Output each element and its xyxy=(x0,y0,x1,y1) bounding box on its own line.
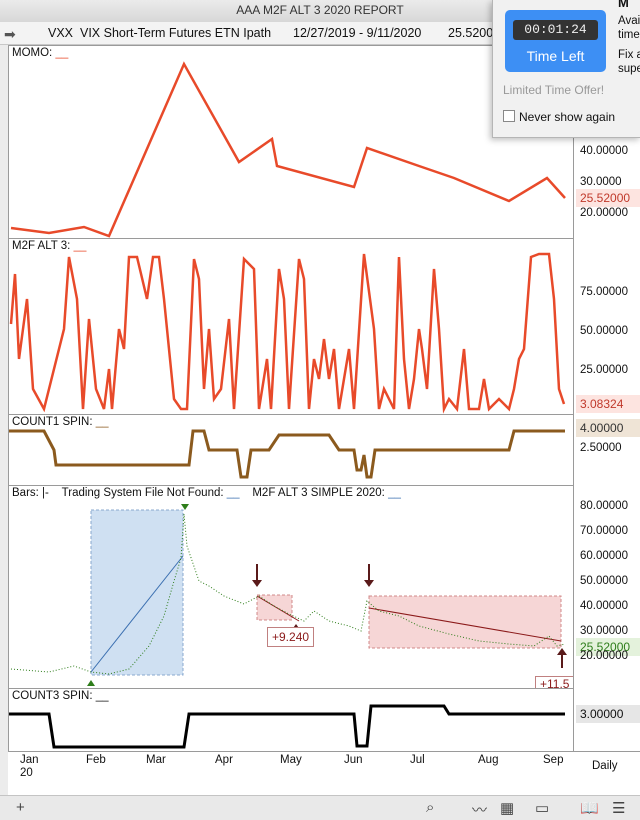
last-price: 25.5200 xyxy=(448,26,494,40)
date-range: 12/27/2019 - 9/11/2020 xyxy=(293,26,422,40)
count1-scale: 4.00000 2.50000 xyxy=(573,414,640,485)
sell-arrow-2-head xyxy=(364,580,374,587)
bars-tick: 70.00000 xyxy=(580,525,628,537)
momo-chart xyxy=(10,61,566,238)
symbol-ticker: VXX xyxy=(48,26,74,40)
m2f-scale: 75.00000 50.00000 25.00000 3.08324 xyxy=(573,238,640,414)
trade-box-blue xyxy=(90,509,184,676)
search-icon[interactable]: ⌕ xyxy=(426,799,435,816)
sell-arrow-1-head xyxy=(252,580,262,587)
bars-tick: 40.00000 xyxy=(580,600,628,612)
bars-tick: 20.00000 xyxy=(580,650,628,662)
count1-tick: 2.50000 xyxy=(580,442,622,454)
bars-tick: 30.00000 xyxy=(580,625,628,637)
bars-scale: 80.00000 70.00000 60.00000 50.00000 40.0… xyxy=(573,485,640,688)
side-line: time xyxy=(618,29,640,41)
checkbox-icon[interactable] xyxy=(503,110,515,122)
momo-tick: 20.00000 xyxy=(580,207,628,219)
momo-tick: 30.0000 xyxy=(580,176,622,188)
count3-pane[interactable]: COUNT3 SPIN: __ xyxy=(8,688,574,752)
bars-title: Bars: |- Trading System File Not Found: … xyxy=(12,487,401,499)
month-label: Jul xyxy=(410,754,425,766)
popup-side-title: M xyxy=(618,0,629,10)
momo-title: MOMO: __ xyxy=(12,47,69,59)
period-selector[interactable]: Daily xyxy=(592,760,618,772)
bars-chart xyxy=(10,504,567,686)
year-label: 20 xyxy=(20,767,33,779)
time-axis: Jan 20 Feb Mar Apr May Jun Jul Aug Sep D… xyxy=(8,751,640,795)
book-icon[interactable]: 📖 xyxy=(580,800,599,817)
trade-profit-label: +11.5 xyxy=(535,676,573,688)
month-label: Sep xyxy=(543,754,564,766)
momo-pane[interactable]: MOMO: __ xyxy=(8,45,574,239)
trade-profit-label: +9.240 xyxy=(267,627,315,647)
symbol-info-bar: ➡ VXX VIX Short-Term Futures ETN Ipath 1… xyxy=(0,22,640,45)
m2f-value-badge: 3.08324 xyxy=(576,395,640,413)
window-title: AAA M2F ALT 3 2020 REPORT xyxy=(236,3,404,17)
count3-chart xyxy=(9,704,565,749)
never-show-checkbox[interactable]: Never show again xyxy=(503,110,615,124)
month-label: Jun xyxy=(344,754,363,766)
month-label: Apr xyxy=(215,754,233,766)
month-label: Feb xyxy=(86,754,106,766)
limited-offer-text: Limited Time Offer! xyxy=(503,83,605,97)
month-label: Mar xyxy=(146,754,166,766)
month-label: Jan xyxy=(20,754,39,766)
trade-line-3 xyxy=(368,607,562,642)
side-line: Fix a xyxy=(618,49,640,61)
month-label: May xyxy=(280,754,302,766)
time-left-label: Time Left xyxy=(526,48,585,64)
m2f-title: M2F ALT 3: __ xyxy=(12,240,87,252)
bars-value-badge: 25.52000 xyxy=(576,638,640,656)
m2f-series-line xyxy=(9,252,566,414)
count1-series-line xyxy=(9,429,565,479)
count3-title: COUNT3 SPIN: __ xyxy=(12,690,109,702)
time-left-button[interactable]: 00:01:24 Time Left xyxy=(505,10,606,72)
add-icon[interactable]: + xyxy=(16,799,25,816)
count1-value-badge: 4.00000 xyxy=(576,419,640,437)
count1-title: COUNT1 SPIN: __ xyxy=(12,416,109,428)
side-line: Avai xyxy=(618,15,640,27)
checkbox-label: Never show again xyxy=(519,110,616,124)
chart-line-icon[interactable]: 〰 xyxy=(472,802,488,819)
m2f-pane[interactable]: M2F ALT 3: __ xyxy=(8,238,574,415)
trade-line-1 xyxy=(90,555,184,673)
m2f-tick: 75.00000 xyxy=(580,286,628,298)
symbol-name: VIX Short-Term Futures ETN Ipath xyxy=(80,26,272,40)
trade-box-red-2 xyxy=(368,595,562,649)
trial-popup: 00:01:24 Time Left Limited Time Offer! N… xyxy=(492,0,640,138)
side-line: supe xyxy=(618,63,640,75)
arrow-up-marker xyxy=(87,680,95,686)
bars-tick: 60.00000 xyxy=(580,550,628,562)
trade-line-2 xyxy=(256,595,300,622)
bars-tick: 80.00000 xyxy=(580,500,628,512)
momo-tick: 40.00000 xyxy=(580,145,628,157)
m2f-tick: 50.00000 xyxy=(580,325,628,337)
bars-tick: 50.00000 xyxy=(580,575,628,587)
bottom-toolbar: + ⌕ 〰 ▦ ▭ 📖 ☰ xyxy=(0,795,640,820)
count1-chart xyxy=(9,429,565,479)
count3-series-line xyxy=(9,704,565,749)
momo-series-line xyxy=(10,61,566,238)
popup-side-text: M Avai time Fix a supe xyxy=(618,0,640,76)
buy-arrow-2-head xyxy=(557,648,567,655)
bars-pane[interactable]: Bars: |- Trading System File Not Found: … xyxy=(8,485,574,689)
grid-icon[interactable]: ▦ xyxy=(500,800,515,817)
price-bars-series xyxy=(10,513,566,675)
panel-icon[interactable]: ▭ xyxy=(535,800,550,817)
count3-value-badge: 3.00000 xyxy=(576,705,640,723)
m2f-tick: 25.00000 xyxy=(580,364,628,376)
countdown-timer: 00:01:24 xyxy=(513,20,598,40)
arrow-down-marker xyxy=(181,504,189,510)
list-icon[interactable]: ☰ xyxy=(612,800,626,817)
month-label: Aug xyxy=(478,754,499,766)
count3-scale: 3.00000 xyxy=(573,688,640,751)
m2f-chart xyxy=(9,252,566,414)
arrow-right-icon[interactable]: ➡ xyxy=(4,26,16,42)
momo-value-badge: 25.52000 xyxy=(576,189,640,207)
count1-pane[interactable]: COUNT1 SPIN: __ xyxy=(8,414,574,486)
